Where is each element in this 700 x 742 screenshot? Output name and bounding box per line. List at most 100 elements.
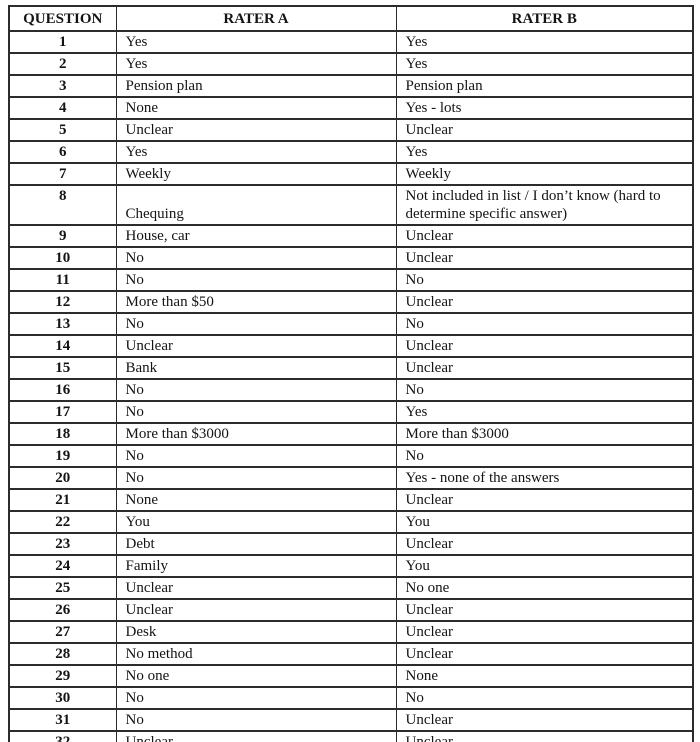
question-number: 12 bbox=[8, 290, 117, 314]
question-number: 31 bbox=[8, 708, 117, 732]
question-number: 1 bbox=[8, 30, 117, 54]
rater-b-answer: No bbox=[395, 378, 694, 402]
rater-a-answer: Chequing bbox=[115, 184, 397, 226]
question-number: 32 bbox=[8, 730, 117, 742]
table-row: 18 More than $3000 More than $3000 bbox=[8, 422, 694, 446]
table-row: 3 Pension plan Pension plan bbox=[8, 74, 694, 98]
rater-a-answer: No bbox=[115, 378, 397, 402]
table-body: 1 Yes Yes 2 Yes Yes 3 Pension plan Pensi… bbox=[8, 30, 694, 742]
question-number: 28 bbox=[8, 642, 117, 666]
table-row: 29 No one None bbox=[8, 664, 694, 688]
rater-b-answer: No bbox=[395, 268, 694, 292]
question-number: 7 bbox=[8, 162, 117, 186]
question-number: 6 bbox=[8, 140, 117, 164]
question-number: 14 bbox=[8, 334, 117, 358]
rater-b-answer: No one bbox=[395, 576, 694, 600]
table-row: 12 More than $50 Unclear bbox=[8, 290, 694, 314]
question-number: 25 bbox=[8, 576, 117, 600]
rater-b-answer: Unclear bbox=[395, 118, 694, 142]
table-row: 9 House, car Unclear bbox=[8, 224, 694, 248]
rater-a-answer: No bbox=[115, 708, 397, 732]
rater-a-answer: Unclear bbox=[115, 576, 397, 600]
table-row: 32 Unclear Unclear bbox=[8, 730, 694, 742]
table-row: 4 None Yes - lots bbox=[8, 96, 694, 120]
rater-b-answer: You bbox=[395, 554, 694, 578]
table-row: 11 No No bbox=[8, 268, 694, 292]
rater-a-answer: No bbox=[115, 268, 397, 292]
table-row: 15 Bank Unclear bbox=[8, 356, 694, 380]
rater-b-answer: More than $3000 bbox=[395, 422, 694, 446]
rater-comparison-table: QUESTION RATER A RATER B 1 Yes Yes 2 Yes… bbox=[8, 5, 694, 742]
rater-a-answer: No bbox=[115, 246, 397, 270]
rater-a-answer: Yes bbox=[115, 140, 397, 164]
rater-a-answer: No bbox=[115, 466, 397, 490]
question-number: 10 bbox=[8, 246, 117, 270]
rater-b-answer: You bbox=[395, 510, 694, 534]
question-number: 15 bbox=[8, 356, 117, 380]
question-number: 5 bbox=[8, 118, 117, 142]
rater-a-answer: Desk bbox=[115, 620, 397, 644]
rater-b-answer: Weekly bbox=[395, 162, 694, 186]
rater-b-answer: No bbox=[395, 444, 694, 468]
rater-b-answer: Pension plan bbox=[395, 74, 694, 98]
table-row: 26 Unclear Unclear bbox=[8, 598, 694, 622]
rater-b-answer: None bbox=[395, 664, 694, 688]
header-row: QUESTION RATER A RATER B bbox=[8, 5, 694, 32]
table-row: 19 No No bbox=[8, 444, 694, 468]
rater-a-answer: More than $50 bbox=[115, 290, 397, 314]
rater-a-answer: No bbox=[115, 312, 397, 336]
rater-b-answer: Unclear bbox=[395, 334, 694, 358]
rater-a-answer: Unclear bbox=[115, 334, 397, 358]
table-row: 6 Yes Yes bbox=[8, 140, 694, 164]
question-number: 20 bbox=[8, 466, 117, 490]
question-number: 8 bbox=[8, 184, 117, 226]
question-number: 11 bbox=[8, 268, 117, 292]
rater-a-answer: You bbox=[115, 510, 397, 534]
rater-b-answer: Unclear bbox=[395, 598, 694, 622]
rater-b-answer: Not included in list / I don’t know (har… bbox=[395, 184, 694, 226]
rater-b-answer: Unclear bbox=[395, 532, 694, 556]
rater-b-answer: Unclear bbox=[395, 642, 694, 666]
col-header-rater-b: RATER B bbox=[395, 5, 694, 32]
table-row: 5 Unclear Unclear bbox=[8, 118, 694, 142]
rater-b-answer: Yes bbox=[395, 400, 694, 424]
rater-b-answer: Yes - none of the answers bbox=[395, 466, 694, 490]
col-header-question: QUESTION bbox=[8, 5, 117, 32]
rater-a-answer: Unclear bbox=[115, 598, 397, 622]
rater-b-answer: Yes bbox=[395, 52, 694, 76]
question-number: 16 bbox=[8, 378, 117, 402]
rater-b-answer: No bbox=[395, 312, 694, 336]
table-row: 20 No Yes - none of the answers bbox=[8, 466, 694, 490]
table-row: 10 No Unclear bbox=[8, 246, 694, 270]
rater-a-answer: Pension plan bbox=[115, 74, 397, 98]
rater-a-answer: Unclear bbox=[115, 118, 397, 142]
table-row: 13 No No bbox=[8, 312, 694, 336]
rater-b-answer: Unclear bbox=[395, 708, 694, 732]
table-row: 25 Unclear No one bbox=[8, 576, 694, 600]
rater-b-answer: Unclear bbox=[395, 224, 694, 248]
rater-a-answer: Yes bbox=[115, 30, 397, 54]
rater-a-answer: No bbox=[115, 686, 397, 710]
rater-a-answer: None bbox=[115, 488, 397, 512]
rater-a-answer: Family bbox=[115, 554, 397, 578]
rater-b-answer: Unclear bbox=[395, 620, 694, 644]
question-number: 23 bbox=[8, 532, 117, 556]
table-row: 1 Yes Yes bbox=[8, 30, 694, 54]
rater-a-answer: No bbox=[115, 444, 397, 468]
rater-a-answer: Yes bbox=[115, 52, 397, 76]
rater-b-answer: No bbox=[395, 686, 694, 710]
table-row: 28 No method Unclear bbox=[8, 642, 694, 666]
rater-a-answer: No bbox=[115, 400, 397, 424]
col-header-rater-a: RATER A bbox=[115, 5, 397, 32]
rater-b-answer: Yes bbox=[395, 140, 694, 164]
table-row: 7 Weekly Weekly bbox=[8, 162, 694, 186]
question-number: 17 bbox=[8, 400, 117, 424]
table-row: 2 Yes Yes bbox=[8, 52, 694, 76]
question-number: 27 bbox=[8, 620, 117, 644]
rater-b-answer: Unclear bbox=[395, 356, 694, 380]
table-row: 30 No No bbox=[8, 686, 694, 710]
rater-a-answer: Bank bbox=[115, 356, 397, 380]
table-row: 17 No Yes bbox=[8, 400, 694, 424]
question-number: 21 bbox=[8, 488, 117, 512]
